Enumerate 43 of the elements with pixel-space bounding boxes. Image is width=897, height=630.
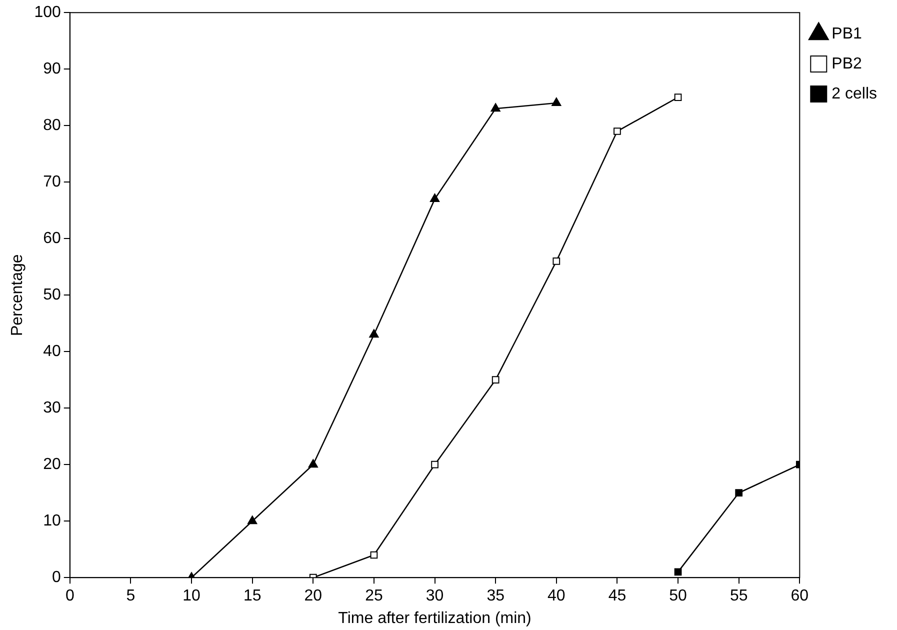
y-tick-label: 20 — [43, 456, 61, 474]
y-tick-label: 80 — [43, 117, 61, 134]
point — [552, 98, 562, 106]
legend-label: PB2 — [832, 55, 862, 72]
y-tick-label: 0 — [52, 569, 61, 586]
x-tick-label: 55 — [730, 588, 748, 605]
legend-label: PB1 — [832, 25, 862, 42]
point — [492, 376, 500, 384]
point — [308, 459, 318, 468]
y-tick-label: 70 — [43, 174, 61, 191]
point — [370, 551, 378, 559]
x-tick-label: 35 — [486, 588, 505, 605]
y-axis-title: Percentage — [9, 254, 26, 336]
y-tick-label: 90 — [43, 60, 61, 78]
point — [674, 94, 682, 102]
x-tick-label: 10 — [182, 588, 201, 605]
y-tick-label: 100 — [34, 4, 61, 22]
x-tick-label: 20 — [304, 588, 322, 605]
point — [552, 258, 560, 265]
y-tick-label: 10 — [43, 512, 61, 530]
y-tick-label: 30 — [43, 400, 61, 417]
x-tick-label: 30 — [426, 588, 444, 605]
point — [431, 460, 438, 468]
y-tick-label: 50 — [43, 286, 61, 304]
point — [735, 489, 743, 497]
x-tick-label: 0 — [65, 588, 74, 605]
x-tick-label: 45 — [608, 588, 626, 605]
y-tick-label: 40 — [43, 343, 61, 360]
point — [248, 516, 258, 524]
x-tick-label: 25 — [365, 588, 383, 605]
x-tick-label: 5 — [126, 588, 136, 605]
point — [490, 103, 500, 112]
point — [674, 568, 682, 576]
y-tick-label: 60 — [43, 230, 61, 248]
legend-label: 2 cells — [832, 85, 878, 102]
point — [369, 329, 379, 338]
point — [430, 194, 440, 202]
x-tick-label: 40 — [548, 588, 566, 605]
x-tick-label: 50 — [669, 588, 688, 605]
x-tick-label: 15 — [243, 588, 262, 605]
point — [614, 128, 621, 135]
x-axis-title: Time after fertilization (min) — [338, 610, 532, 627]
x-tick-label: 60 — [790, 588, 809, 605]
